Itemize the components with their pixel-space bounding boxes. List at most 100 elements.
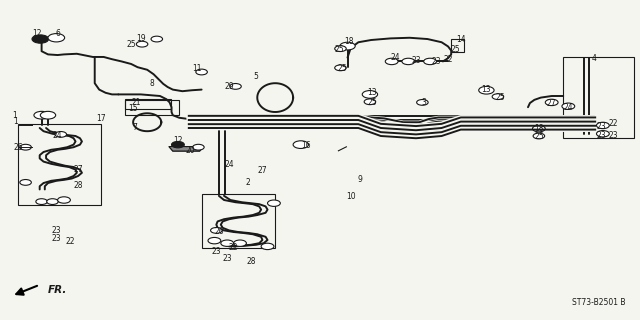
Circle shape: [58, 197, 70, 203]
Text: 24: 24: [52, 132, 63, 140]
Text: 20: 20: [186, 146, 196, 155]
Circle shape: [20, 180, 31, 185]
Text: 17: 17: [96, 114, 106, 123]
Text: 26: 26: [13, 143, 23, 152]
Text: 23: 23: [51, 226, 61, 235]
Polygon shape: [169, 147, 204, 151]
Text: 15: 15: [128, 104, 138, 113]
Bar: [202, 194, 275, 248]
Circle shape: [36, 199, 47, 204]
Text: 1: 1: [13, 117, 19, 126]
Text: 23: 23: [411, 56, 421, 65]
Text: 19: 19: [136, 34, 146, 43]
Circle shape: [335, 46, 346, 52]
Circle shape: [55, 132, 67, 137]
Circle shape: [532, 125, 545, 132]
Bar: [125, 100, 179, 115]
Text: 23: 23: [596, 122, 607, 131]
Text: 2: 2: [246, 178, 251, 187]
Circle shape: [32, 35, 49, 43]
Text: 23: 23: [596, 131, 607, 140]
Circle shape: [362, 91, 378, 98]
Text: 5: 5: [253, 72, 259, 81]
Circle shape: [417, 100, 428, 105]
Circle shape: [151, 36, 163, 42]
Text: 23: 23: [211, 247, 221, 256]
Circle shape: [47, 199, 58, 204]
Text: 25: 25: [337, 64, 348, 73]
Text: 28: 28: [246, 257, 255, 266]
Text: 22: 22: [229, 244, 238, 252]
Text: 22: 22: [66, 237, 75, 246]
Text: 29: 29: [224, 82, 234, 91]
Text: 25: 25: [367, 98, 378, 107]
Text: 25: 25: [334, 45, 344, 54]
Text: 22: 22: [609, 119, 618, 128]
Circle shape: [136, 41, 148, 47]
Text: 21: 21: [132, 98, 141, 107]
Polygon shape: [169, 147, 204, 151]
Text: 23: 23: [51, 234, 61, 243]
Circle shape: [402, 58, 415, 65]
Bar: [18, 124, 101, 205]
Text: 27: 27: [257, 166, 268, 175]
Circle shape: [545, 99, 558, 106]
Circle shape: [20, 144, 31, 150]
Circle shape: [268, 200, 280, 206]
Text: 9: 9: [357, 175, 362, 184]
Text: 23: 23: [222, 254, 232, 263]
Text: 24: 24: [390, 53, 401, 62]
Circle shape: [293, 141, 308, 148]
Text: 7: 7: [132, 124, 137, 132]
Circle shape: [479, 86, 494, 94]
Text: 28: 28: [74, 181, 83, 190]
Text: 24: 24: [224, 160, 234, 169]
Circle shape: [596, 131, 609, 137]
Text: 12: 12: [173, 136, 182, 145]
Text: 23: 23: [608, 131, 618, 140]
Circle shape: [172, 141, 184, 148]
Circle shape: [340, 42, 355, 50]
Text: 27: 27: [73, 165, 83, 174]
Circle shape: [596, 122, 609, 129]
Circle shape: [234, 240, 246, 246]
Circle shape: [335, 65, 346, 71]
Circle shape: [221, 240, 234, 246]
Circle shape: [364, 99, 376, 105]
Circle shape: [48, 34, 65, 42]
Circle shape: [208, 237, 221, 244]
Text: 26: 26: [214, 227, 224, 236]
Circle shape: [193, 144, 204, 150]
Text: 25: 25: [495, 93, 506, 102]
Text: 6: 6: [55, 29, 60, 38]
Circle shape: [424, 58, 436, 65]
Text: 25: 25: [534, 132, 544, 141]
Bar: [451, 39, 464, 52]
Text: 22: 22: [444, 55, 452, 64]
Text: FR.: FR.: [48, 284, 67, 295]
Text: 8: 8: [150, 79, 155, 88]
Text: 23: 23: [431, 57, 442, 66]
Text: 16: 16: [301, 141, 311, 150]
Bar: [563, 57, 634, 138]
Text: 14: 14: [456, 36, 466, 44]
Circle shape: [562, 103, 575, 109]
Circle shape: [40, 111, 56, 119]
Text: 12: 12: [33, 29, 42, 38]
Circle shape: [385, 58, 398, 65]
Text: 10: 10: [346, 192, 356, 201]
Circle shape: [533, 133, 545, 139]
Bar: [125, 99, 171, 109]
Text: 18: 18: [344, 37, 353, 46]
Circle shape: [196, 69, 207, 75]
Text: 3: 3: [421, 98, 426, 107]
Text: 13: 13: [481, 85, 492, 94]
Circle shape: [230, 84, 241, 89]
Text: 24: 24: [563, 103, 573, 112]
Text: 25: 25: [451, 45, 461, 54]
Text: 1: 1: [12, 111, 17, 120]
Circle shape: [492, 94, 504, 100]
Circle shape: [34, 111, 49, 119]
Text: ST73-B2501 B: ST73-B2501 B: [572, 298, 626, 307]
Text: 27: 27: [547, 99, 557, 108]
